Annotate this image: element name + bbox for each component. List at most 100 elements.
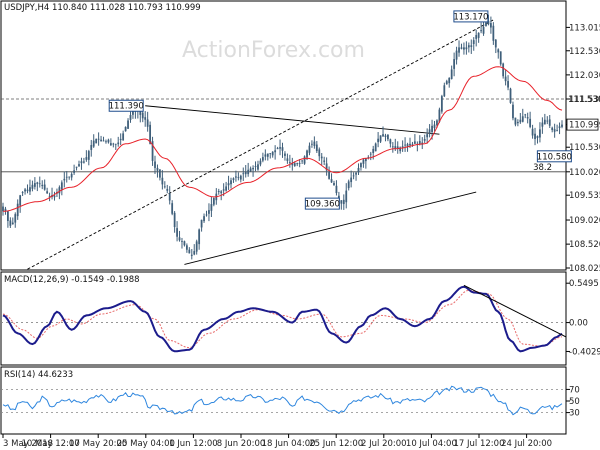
candle bbox=[369, 151, 372, 161]
x-tick-label: 25 Jun 12:00 bbox=[309, 439, 363, 449]
candle bbox=[279, 139, 281, 156]
candle bbox=[396, 141, 399, 154]
candle bbox=[16, 199, 19, 220]
candle bbox=[401, 140, 404, 152]
x-tick-label: 1 Jun 12:00 bbox=[169, 439, 218, 449]
level-label: 38.2 bbox=[533, 163, 552, 173]
candle bbox=[529, 111, 532, 129]
candle bbox=[551, 126, 554, 133]
candle bbox=[465, 41, 468, 55]
candle bbox=[521, 108, 524, 123]
x-tick-label: 17 May 20:00 bbox=[69, 439, 127, 449]
candle bbox=[553, 123, 556, 138]
candle bbox=[460, 43, 463, 50]
candle bbox=[308, 142, 311, 156]
candle bbox=[335, 180, 338, 196]
main-price-pane: ActionForex.com 111.530 38.2 111.390 113.1… bbox=[0, 0, 600, 274]
x-tick-label: 25 May 04:00 bbox=[117, 439, 175, 449]
candle bbox=[492, 22, 495, 45]
candle bbox=[328, 166, 330, 180]
candle bbox=[355, 171, 357, 181]
candle bbox=[556, 124, 558, 132]
candle bbox=[154, 155, 156, 174]
candle bbox=[9, 217, 12, 229]
candle bbox=[247, 162, 250, 177]
candle bbox=[33, 177, 36, 190]
candle bbox=[516, 119, 519, 127]
y-tick-label: 109.020 bbox=[569, 216, 600, 226]
candle bbox=[286, 153, 289, 164]
candle bbox=[85, 150, 88, 162]
candle bbox=[357, 163, 360, 176]
x-tick-label: 10 May 12:00 bbox=[21, 439, 79, 449]
candle bbox=[463, 42, 465, 55]
y-tick-label: 108.520 bbox=[569, 240, 600, 250]
candle bbox=[257, 160, 259, 171]
candle bbox=[97, 132, 100, 146]
candle bbox=[311, 140, 313, 148]
candle bbox=[29, 179, 31, 195]
candle bbox=[470, 39, 473, 54]
candle bbox=[73, 164, 76, 175]
level-label: 111.530 bbox=[568, 95, 600, 105]
candle bbox=[43, 179, 46, 191]
candle bbox=[210, 196, 213, 218]
candle bbox=[323, 156, 326, 166]
candle bbox=[298, 159, 301, 168]
candle bbox=[48, 192, 51, 202]
macd-pane-border bbox=[0, 271, 567, 366]
candle bbox=[269, 152, 272, 159]
candle bbox=[156, 164, 159, 178]
candle bbox=[19, 194, 22, 213]
candle bbox=[539, 122, 541, 143]
candle bbox=[105, 139, 107, 144]
candle bbox=[7, 210, 9, 228]
candle bbox=[475, 29, 478, 47]
candle bbox=[80, 157, 83, 170]
y-tick-label: 113.015 bbox=[569, 23, 600, 33]
candle bbox=[458, 40, 460, 57]
candle bbox=[318, 147, 321, 161]
candle bbox=[161, 170, 164, 190]
candle bbox=[14, 212, 17, 228]
macd-y-tick-label: 0.00 bbox=[569, 319, 588, 329]
candle bbox=[382, 126, 384, 137]
price-annotation: 110.580 bbox=[537, 150, 572, 163]
candle bbox=[264, 149, 267, 161]
channel-trendline bbox=[27, 19, 494, 270]
macd-line bbox=[2, 285, 563, 353]
candle bbox=[119, 133, 122, 145]
rsi-title: RSI(14) 44.6233 bbox=[4, 370, 73, 380]
candle bbox=[261, 152, 264, 163]
candle bbox=[75, 166, 78, 171]
candle bbox=[195, 239, 198, 255]
candle bbox=[83, 157, 85, 164]
y-tick-label: 111.530 bbox=[569, 95, 600, 105]
candle bbox=[477, 32, 480, 43]
x-tick-label: 18 Jun 04:00 bbox=[262, 439, 316, 449]
candle bbox=[276, 146, 279, 150]
candle bbox=[239, 174, 242, 183]
candle bbox=[303, 155, 306, 165]
macd-trendline bbox=[463, 284, 567, 338]
candle bbox=[117, 136, 120, 147]
candle bbox=[352, 172, 355, 180]
last-price-box bbox=[566, 118, 599, 131]
candle bbox=[561, 120, 563, 129]
macd-y-tick-label: -0.4029 bbox=[569, 347, 600, 357]
x-tick-label: 3 May 2018 bbox=[3, 439, 53, 449]
candle bbox=[423, 134, 426, 144]
candle bbox=[404, 137, 406, 152]
candle bbox=[190, 249, 193, 260]
candle bbox=[426, 128, 429, 144]
candle bbox=[70, 172, 73, 181]
y-tick-label: 109.535 bbox=[569, 191, 600, 201]
candle bbox=[149, 121, 152, 145]
candle bbox=[281, 142, 284, 158]
candle bbox=[252, 165, 254, 177]
candle bbox=[315, 140, 318, 154]
candle bbox=[144, 111, 147, 127]
candle bbox=[168, 186, 171, 205]
